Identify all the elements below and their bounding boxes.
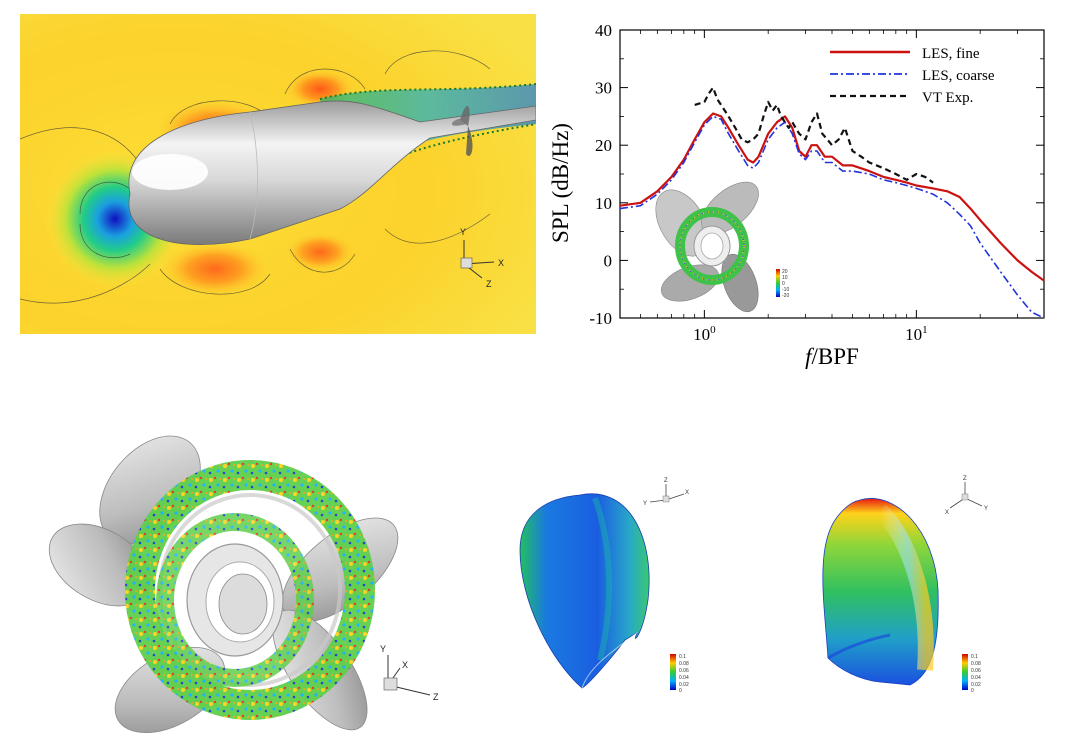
series-line-les-coarse — [619, 115, 1045, 319]
flow-field-image: Y X Z — [20, 14, 536, 334]
y-tick-label: 40 — [595, 21, 612, 40]
blade-left-cb-2: 0.06 — [679, 668, 689, 674]
rotor-axis-y-label: Y — [380, 644, 386, 654]
blade-left-axis-x: X — [685, 490, 689, 496]
series-lines — [619, 86, 1045, 319]
x-axis-label-italic: f — [805, 344, 815, 369]
rotor-ring-image: Y X Z — [40, 420, 460, 740]
blade-right-cb-5: 0 — [971, 688, 974, 694]
x-axis-ticks: 100 101 — [619, 30, 1045, 344]
flow-axis-z-label: Z — [486, 279, 492, 289]
rotor-axis-x-label: X — [402, 660, 408, 670]
rotor-axis-triad: Y X Z — [380, 644, 439, 702]
inset-cb-tick-1: 10 — [782, 275, 788, 281]
y-tick-label: 30 — [595, 79, 612, 98]
legend-label-coarse: LES, coarse — [922, 68, 995, 84]
x-tick-label: 101 — [905, 324, 928, 344]
legend-label-fine: LES, fine — [922, 46, 980, 62]
blade-right-axis-z: Z — [963, 476, 967, 482]
legend-label-exp: VT Exp. — [922, 90, 973, 106]
blade-left-cb-0: 0.1 — [679, 654, 686, 660]
blade-contour-left-image: Z Y X 0.1 0.08 0.06 0.04 0.02 0 — [490, 460, 730, 730]
blade-left-svg: Z Y X 0.1 0.08 0.06 0.04 0.02 0 — [519, 478, 689, 694]
blade-right-axis-y: Y — [984, 506, 988, 512]
blade-right-cb-0: 0.1 — [971, 654, 978, 660]
rotor-axis-z-label: Z — [433, 692, 439, 702]
y-axis-label: SPL (dB/Hz) — [548, 123, 573, 243]
flow-axis-y-label: Y — [460, 227, 466, 237]
blade-left-axis-z: Z — [664, 478, 668, 484]
flow-axis-x-label: X — [498, 258, 504, 268]
blade-right-axis-triad: Z X Y — [945, 476, 988, 516]
inset-cb-tick-3: -10 — [782, 287, 789, 293]
blade-left-cb-4: 0.02 — [679, 682, 689, 688]
y-tick-label: 10 — [595, 194, 612, 213]
y-tick-label: -10 — [589, 309, 612, 328]
blade-right-cb-4: 0.02 — [971, 682, 981, 688]
series-line-les-fine — [619, 112, 1045, 282]
rotor-ring-svg: Y X Z — [48, 435, 439, 734]
y-tick-label: 0 — [604, 251, 613, 270]
series-line-vt-exp — [694, 86, 934, 184]
blade-right-svg: Z X Y 0.1 0.08 0.06 0.04 0.02 0 — [822, 476, 988, 694]
chart-legend: LES, fine LES, coarse VT Exp. — [830, 46, 995, 106]
blade-right-cb-1: 0.08 — [971, 661, 981, 667]
blade-left-cb-3: 0.04 — [679, 675, 689, 681]
x-tick-label: 100 — [693, 324, 716, 344]
blade-left-cb-1: 0.08 — [679, 661, 689, 667]
blade-right-cb-2: 0.06 — [971, 668, 981, 674]
inset-rotor-image — [655, 181, 759, 313]
flow-axis-triad: Y X Z — [460, 227, 504, 289]
blade-right-cb-3: 0.04 — [971, 675, 981, 681]
x-axis-label-rest: /BPF — [812, 344, 859, 369]
inset-cb-tick-4: -20 — [782, 293, 789, 299]
blade-right-colorbar: 0.1 0.08 0.06 0.04 0.02 0 — [962, 654, 981, 694]
blade-contour-right-image: Z X Y 0.1 0.08 0.06 0.04 0.02 0 — [790, 460, 1040, 730]
x-axis-label: f/BPF — [805, 344, 859, 369]
inset-cb-tick-2: 0 — [782, 281, 785, 287]
blade-left-colorbar: 0.1 0.08 0.06 0.04 0.02 0 — [670, 654, 689, 694]
inset-cb-tick-0: 20 — [782, 269, 788, 275]
flow-field-svg: Y X Z — [20, 14, 536, 334]
inset-colorbar: 20 10 0 -10 -20 — [776, 269, 789, 299]
blade-left-axis-y: Y — [643, 501, 647, 507]
blade-right-axis-x: X — [945, 510, 949, 516]
y-tick-label: 20 — [595, 136, 612, 155]
blade-left-cb-5: 0 — [679, 688, 682, 694]
blade-left-axis-triad: Z Y X — [643, 478, 689, 507]
spl-chart: -10 0 10 20 30 40 100 101 SPL (dB/Hz) f/BPF LE… — [540, 8, 1080, 378]
